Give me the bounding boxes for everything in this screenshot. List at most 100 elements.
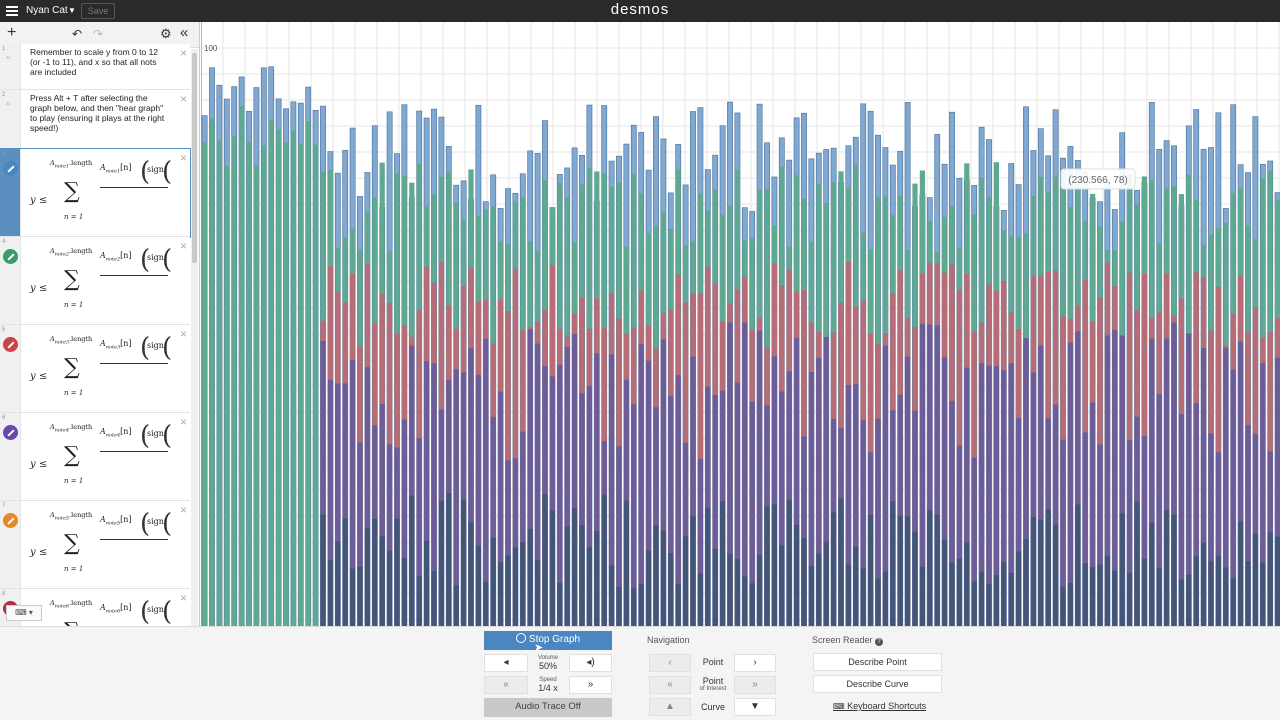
sum-lower: n = 1 [64, 477, 84, 485]
undo-icon[interactable]: ↶ [72, 27, 83, 41]
quote-icon: “ [5, 54, 12, 68]
plus-icon[interactable]: + [7, 24, 17, 41]
close-icon[interactable]: × [179, 503, 187, 517]
bar-series-5 [697, 573, 703, 626]
bar-series-5 [668, 553, 674, 626]
previous-curve-button[interactable]: ▲ [649, 698, 691, 716]
previous-poi-button[interactable]: « [649, 676, 691, 694]
sum-term: Anote5[n] [100, 515, 132, 527]
triangle-up-icon: ▲ [665, 701, 675, 712]
bar-series-2 [224, 165, 230, 626]
bar-series-2 [246, 141, 252, 626]
volume-down-button[interactable]: ◂ [484, 654, 528, 672]
bar-series-5 [409, 495, 415, 626]
gear-icon[interactable]: ⚙ [160, 26, 172, 41]
close-icon[interactable]: × [179, 92, 187, 106]
math-input[interactable]: y ≤ Anote4.length ∑ n = 1 Anote4[n](sign( [30, 421, 172, 493]
redo-icon[interactable]: ↷ [93, 27, 104, 41]
math-input[interactable]: y ≤Anote6.length∑n = 1Anote6[n](sign( [30, 597, 172, 627]
close-icon[interactable]: × [179, 46, 187, 60]
math-input[interactable]: y ≤ Anote1.length ∑ n = 1 Anote1[n](sign( [30, 157, 172, 229]
save-button[interactable]: Save [81, 3, 115, 19]
stop-graph-label: Stop Graph [528, 634, 581, 645]
sum-upper-var: A [50, 511, 55, 519]
bar-series-4 [1016, 418, 1022, 626]
bar-series-4 [794, 337, 800, 626]
color-swatch-icon[interactable] [3, 161, 18, 176]
help-icon[interactable]: ? [875, 638, 884, 646]
bar-series-4 [1149, 338, 1155, 626]
math-input[interactable]: y ≤ Anote5.length ∑ n = 1 Anote5[n](sign( [30, 509, 172, 581]
next-curve-button[interactable]: ▼ [734, 698, 776, 716]
bar-series-4 [749, 401, 755, 626]
bar-series-5 [1164, 509, 1170, 626]
sum-term: Anote6[n] [100, 603, 132, 615]
hamburger-menu-icon[interactable] [6, 4, 18, 18]
color-swatch-icon[interactable] [3, 249, 18, 264]
sum-upper-suffix: .length [69, 423, 93, 431]
color-swatch-icon[interactable] [3, 337, 18, 352]
poi-sub: of Interest [699, 686, 727, 692]
keyboard-shortcuts-link[interactable]: ⌨ Keyboard Shortcuts [833, 701, 926, 711]
note-expression[interactable]: 2 “Press Alt + T after selecting the grap… [0, 90, 190, 149]
audio-trace-panel: Stop Graph ◂ Volume 50% ◂) « Speed 1/4 x… [0, 626, 1280, 720]
previous-point-button[interactable]: ‹ [649, 654, 691, 672]
math-input[interactable]: y ≤ Anote2.length ∑ n = 1 Anote2[n](sign( [30, 245, 172, 317]
speed-up-button[interactable]: » [569, 676, 612, 694]
graph-canvas[interactable]: 100 (230.566, 78) [201, 22, 1280, 626]
scrollbar-thumb[interactable] [192, 53, 197, 263]
term-sub: note3 [105, 344, 121, 351]
next-point-button[interactable]: › [734, 654, 776, 672]
note-text[interactable]: Remember to scale y from 0 to 12 (or -1 … [30, 47, 159, 77]
bar-series-4 [512, 458, 518, 626]
speed-down-button[interactable]: « [484, 676, 528, 694]
screen-reader-title: Screen Reader ? [812, 635, 884, 646]
audio-trace-toggle[interactable]: Audio Trace Off [484, 698, 612, 717]
bar-series-4 [475, 374, 481, 626]
math-input[interactable]: y ≤ Anote3.length ∑ n = 1 Anote3[n](sign( [30, 333, 172, 405]
paren-open: ( [140, 597, 151, 627]
double-chevron-left-icon[interactable]: « [180, 24, 189, 41]
double-chevron-left-icon: « [667, 679, 673, 690]
bar-series-4 [712, 395, 718, 626]
bar-series-5 [1112, 570, 1118, 626]
bar-series-4 [638, 344, 644, 626]
close-icon[interactable]: × [179, 239, 187, 253]
bar-series-4 [1075, 331, 1081, 626]
bar-series-4 [350, 359, 356, 626]
close-icon[interactable]: × [179, 151, 187, 165]
volume-up-button[interactable]: ◂) [569, 654, 612, 672]
bar-series-5 [779, 545, 785, 626]
bar-series-5 [1186, 574, 1192, 626]
bar-series-5 [1030, 517, 1036, 626]
next-poi-button[interactable]: » [734, 676, 776, 694]
bar-series-4 [1082, 432, 1088, 626]
keyboard-icon[interactable]: ⌨ ▾ [6, 605, 42, 621]
note-text[interactable]: Press Alt + T after selecting the graph … [30, 93, 165, 133]
color-swatch-icon[interactable] [3, 425, 18, 440]
sigma-icon: ∑ [64, 267, 80, 292]
sum-upper: Anote5.length [50, 511, 92, 521]
color-swatch-icon[interactable] [3, 513, 18, 528]
close-icon[interactable]: × [179, 327, 187, 341]
expression-scrollbar[interactable] [191, 49, 198, 627]
sum-upper-sub: note3 [54, 339, 70, 346]
chevron-down-icon[interactable]: ▼ [68, 6, 76, 15]
close-icon[interactable]: × [179, 591, 187, 605]
bar-series-4 [1119, 335, 1125, 626]
describe-curve-button[interactable]: Describe Curve [813, 675, 942, 693]
describe-point-button[interactable]: Describe Point [813, 653, 942, 671]
bar-series-4 [816, 357, 822, 626]
note-expression[interactable]: 1 “Remember to scale y from 0 to 12 (or -… [0, 44, 190, 90]
graph-title[interactable]: Nyan Cat [26, 5, 68, 16]
close-icon[interactable]: × [179, 415, 187, 429]
stop-graph-button[interactable]: Stop Graph [484, 631, 612, 650]
bar-series-4 [505, 460, 511, 626]
bar-series-4 [586, 385, 592, 626]
poi-readout: Point of Interest [693, 677, 733, 693]
